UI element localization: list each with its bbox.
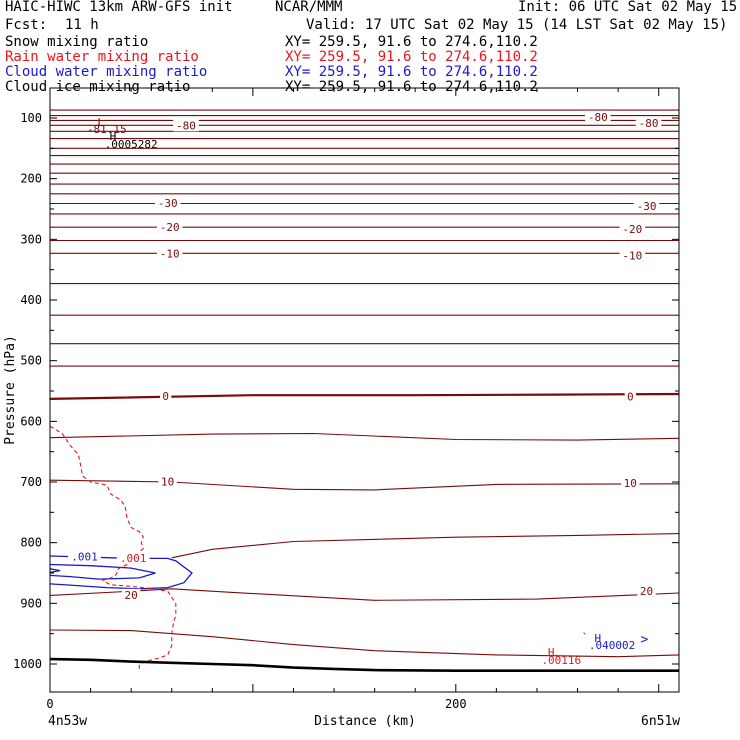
field-cloud-ice-xy: XY= 259.5, 91.6 to 274.6,110.2 xyxy=(285,79,538,95)
isotherm-line xyxy=(171,533,679,559)
model-title: HAIC-HIWC 13km ARW-GFS init xyxy=(5,0,233,15)
org-label: NCAR/MMM xyxy=(275,0,343,15)
y-tick-label: 400 xyxy=(20,293,42,307)
cloud-water-mark: > xyxy=(640,632,648,647)
extremum-label: .00116 xyxy=(541,654,581,667)
field-cloud-ice-name: Cloud ice mixing ratio xyxy=(5,79,191,95)
isotherm-line xyxy=(50,432,679,441)
isotherm-label-bg xyxy=(156,221,183,234)
isotherm-label: -20 xyxy=(160,221,180,234)
right-endpoint-label: 6n51w xyxy=(641,714,680,729)
extremum-label: H xyxy=(110,130,117,143)
rain-contour-label-bg xyxy=(116,551,150,564)
isotherm-label: 20 xyxy=(125,589,138,602)
x-tick-label: 0 xyxy=(46,697,53,711)
y-tick-label: 100 xyxy=(20,111,42,125)
isotherm-label: -80 xyxy=(639,117,659,130)
isotherm-line xyxy=(50,629,679,658)
y-tick-label: 900 xyxy=(20,596,42,610)
cloud-water-label: .001 xyxy=(71,551,98,564)
isotherm-label: 20 xyxy=(640,585,653,598)
forecast-label: Fcst: xyxy=(5,17,48,33)
isotherm-line xyxy=(50,479,679,491)
cloud-water-label-bg xyxy=(68,550,101,563)
isotherm-label: -80 xyxy=(176,119,196,132)
field-cloud-water-xy: XY= 259.5, 91.6 to 274.6,110.2 xyxy=(285,64,538,80)
isotherm-label-bg xyxy=(156,247,183,260)
plot-frame xyxy=(49,87,680,693)
isotherm-label-bg xyxy=(637,585,656,598)
cloud-water-contour xyxy=(50,563,156,580)
y-tick-label: 300 xyxy=(20,232,42,246)
isotherm-label-bg xyxy=(173,119,199,132)
init-time: Init: 06 UTC Sat 02 May 15 xyxy=(518,0,738,15)
isotherm-label-bg xyxy=(633,199,660,212)
isotherm-label-bg xyxy=(635,116,662,129)
extremum-label: H xyxy=(548,646,555,659)
y-axis-title: Pressure (hPa) xyxy=(3,335,18,445)
isotherm-line xyxy=(50,588,679,601)
isotherm-label: -10 xyxy=(622,250,642,263)
isotherm-label-bg xyxy=(624,390,636,403)
isotherm-label-bg xyxy=(619,249,646,262)
valid-time: Valid: 17 UTC Sat 02 May 15 (14 LST Sat … xyxy=(306,17,728,33)
left-endpoint-label: 4n53w xyxy=(48,714,87,729)
extremum-label: .040002 xyxy=(589,639,635,652)
label-layer: -80 -80 -80 -30 -30 -20 -20 -10 -10 0 0 10 10 20 20 .00… xyxy=(68,110,662,667)
isotherm-line xyxy=(50,392,679,400)
y-tick-label: 800 xyxy=(20,536,42,550)
y-tick-label: 200 xyxy=(20,172,42,186)
rain-contour-label: .001 xyxy=(120,552,147,565)
isotherm-label: 0 xyxy=(627,390,634,403)
isotherm-label-bg xyxy=(160,389,172,402)
x-tick-label: 200 xyxy=(445,697,467,711)
extremum-label: L xyxy=(97,116,104,129)
extremum-label: -81.15 xyxy=(87,123,127,136)
cloud-water-mark: ` xyxy=(582,631,589,644)
isotherm-label: -10 xyxy=(160,247,180,260)
extremum-label: .0005282 xyxy=(105,138,158,151)
field-rain-name: Rain water mixing ratio xyxy=(5,49,199,65)
isotherm-label: -30 xyxy=(158,197,178,210)
isotherm-label-bg xyxy=(585,110,611,123)
extremum-label: H xyxy=(595,632,602,645)
isotherm-label-bg xyxy=(619,223,646,236)
x-axis-title: Distance (km) xyxy=(314,714,416,729)
isotherm-label-bg xyxy=(158,475,177,488)
y-tick-label: 1000 xyxy=(13,657,42,671)
isotherm-label: -30 xyxy=(637,200,657,213)
isotherm-label: 10 xyxy=(161,475,174,488)
isotherm-label-bg xyxy=(121,588,141,601)
isotherm-label-bg xyxy=(154,196,181,209)
field-rain-xy: XY= 259.5, 91.6 to 274.6,110.2 xyxy=(285,49,538,65)
field-snow-name: Snow mixing ratio xyxy=(5,34,149,50)
isotherm-label: -20 xyxy=(622,223,642,236)
contour-layer xyxy=(50,109,679,672)
cloud-water-contour xyxy=(50,568,61,574)
ground-line xyxy=(50,657,679,672)
isotherm-label-bg xyxy=(621,477,640,490)
field-snow-xy: XY= 259.5, 91.6 to 274.6,110.2 xyxy=(285,34,538,50)
y-tick-label: 500 xyxy=(20,354,42,368)
field-cloud-water-name: Cloud water mixing ratio xyxy=(5,64,208,80)
isotherm-label: 0 xyxy=(162,390,169,403)
y-tick-label: 600 xyxy=(20,414,42,428)
y-tick-label: 700 xyxy=(20,475,42,489)
isotherm-label: 10 xyxy=(624,477,637,490)
isotherm-label: -80 xyxy=(588,111,608,124)
forecast-hours: 11 h xyxy=(65,17,99,33)
